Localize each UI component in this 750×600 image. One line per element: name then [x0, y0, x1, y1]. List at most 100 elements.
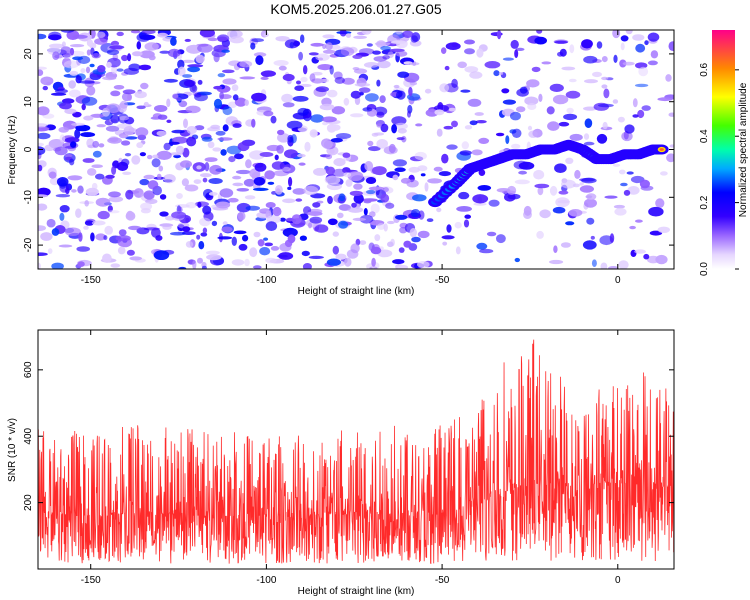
heatmap-noise-blob	[56, 177, 69, 187]
heatmap-noise-blob	[441, 235, 455, 240]
heatmap-noise-blob	[657, 97, 673, 102]
heatmap-noise-blob	[194, 125, 205, 131]
heatmap-noise-blob	[236, 188, 250, 192]
heatmap-noise-blob	[408, 62, 420, 66]
heatmap-noise-blob	[213, 98, 223, 109]
heatmap-noise-blob	[395, 214, 408, 220]
heatmap-noise-blob	[396, 90, 406, 100]
heatmap-noise-blob	[364, 161, 374, 171]
heatmap-noise-blob	[147, 154, 153, 160]
heatmap-noise-blob	[390, 40, 407, 44]
heatmap-noise-blob	[110, 263, 121, 268]
heatmap-noise-blob	[55, 194, 71, 198]
x-tick-label: -50	[435, 575, 450, 586]
heatmap-noise-blob	[144, 42, 159, 51]
heatmap-noise-blob	[207, 37, 218, 42]
heatmap-noise-blob	[185, 105, 201, 114]
heatmap-noise-blob	[441, 153, 449, 164]
heatmap-noise-blob	[347, 206, 364, 213]
heatmap-noise-blob	[456, 206, 472, 212]
heatmap-noise-blob	[184, 38, 191, 42]
heatmap-noise-blob	[451, 78, 458, 88]
heatmap-noise-blob	[342, 77, 355, 85]
heatmap-noise-blob	[299, 235, 307, 241]
heatmap-noise-blob	[75, 124, 91, 132]
heatmap-noise-blob	[325, 166, 336, 175]
heatmap-noise-blob	[541, 61, 552, 65]
heatmap-noise-blob	[49, 177, 60, 186]
heatmap-noise-blob	[308, 222, 312, 229]
heatmap-noise-blob	[171, 211, 187, 219]
heatmap-noise-blob	[296, 80, 301, 85]
heatmap-noise-blob	[204, 157, 218, 163]
heatmap-noise-blob	[467, 98, 482, 107]
heatmap-noise-blob	[173, 154, 182, 159]
heatmap-noise-blob	[322, 43, 327, 50]
heatmap-noise-blob	[310, 114, 324, 123]
x-tick-label: -100	[256, 575, 276, 586]
heatmap-noise-blob	[411, 32, 421, 42]
heatmap-noise-blob	[157, 32, 169, 38]
heatmap-noise-blob	[331, 106, 346, 115]
heatmap-noise-blob	[232, 94, 239, 101]
heatmap-noise-blob	[175, 145, 185, 155]
heatmap-noise-blob	[312, 71, 323, 76]
heatmap-noise-blob	[130, 30, 141, 34]
heatmap-noise-blob	[403, 240, 412, 248]
heatmap-noise-blob	[196, 234, 201, 240]
heatmap-noise-blob	[238, 243, 248, 251]
heatmap-noise-blob	[295, 198, 303, 202]
heatmap-noise-blob	[300, 34, 305, 43]
heatmap-noise-blob	[70, 44, 85, 48]
heatmap-noise-blob	[96, 124, 106, 128]
heatmap-noise-blob	[309, 73, 316, 82]
heatmap-noise-blob	[58, 244, 73, 248]
heatmap-noise-blob	[51, 262, 64, 269]
heatmap-noise-blob	[227, 197, 239, 203]
heatmap-noise-blob	[363, 62, 379, 68]
heatmap-noise-blob	[63, 125, 70, 131]
heatmap-noise-blob	[233, 230, 247, 235]
heatmap-noise-blob	[297, 153, 306, 158]
heatmap-noise-blob	[558, 121, 570, 127]
heatmap-noise-blob	[293, 40, 301, 47]
heatmap-noise-blob	[352, 54, 363, 59]
heatmap-noise-blob	[395, 30, 403, 35]
heatmap-noise-blob	[648, 206, 664, 217]
heatmap-noise-blob	[38, 262, 41, 269]
heatmap-noise-blob	[69, 70, 79, 76]
heatmap-noise-blob	[370, 246, 382, 255]
heatmap-noise-blob	[377, 60, 391, 69]
heatmap-noise-blob	[392, 174, 399, 181]
heatmap-noise-blob	[38, 194, 48, 198]
heatmap-noise-blob	[154, 105, 168, 112]
y-tick-label: -20	[23, 237, 34, 252]
heatmap-noise-blob	[353, 35, 367, 39]
heatmap-noise-blob	[366, 189, 376, 195]
heatmap-noise-blob	[59, 205, 70, 213]
heatmap-noise-blob	[638, 66, 649, 77]
x-tick-label: 0	[615, 275, 621, 286]
heatmap-noise-blob	[178, 266, 187, 269]
heatmap-noise-blob	[345, 179, 353, 187]
heatmap-noise-blob	[117, 246, 126, 255]
heatmap-noise-blob	[86, 39, 93, 47]
heatmap-noise-blob	[251, 118, 256, 128]
heatmap-noise-blob	[563, 113, 578, 121]
heatmap-noise-blob	[565, 157, 574, 164]
heatmap-noise-blob	[533, 169, 545, 180]
heatmap-noise-blob	[155, 235, 163, 241]
heatmap-noise-blob	[148, 54, 156, 61]
y-tick-label: 200	[23, 494, 34, 511]
heatmap-noise-blob	[621, 131, 633, 142]
heatmap-noise-blob	[242, 234, 249, 242]
y-tick-label: 20	[23, 48, 34, 60]
heatmap-noise-blob	[486, 231, 497, 237]
heatmap-noise-blob	[285, 217, 294, 222]
heatmap-noise-blob	[51, 228, 60, 236]
heatmap-noise-blob	[276, 144, 284, 154]
heatmap-noise-blob	[472, 194, 489, 204]
heatmap-noise-blob	[122, 89, 136, 95]
heatmap-noise-blob	[236, 202, 251, 213]
heatmap-noise-blob	[464, 214, 472, 219]
